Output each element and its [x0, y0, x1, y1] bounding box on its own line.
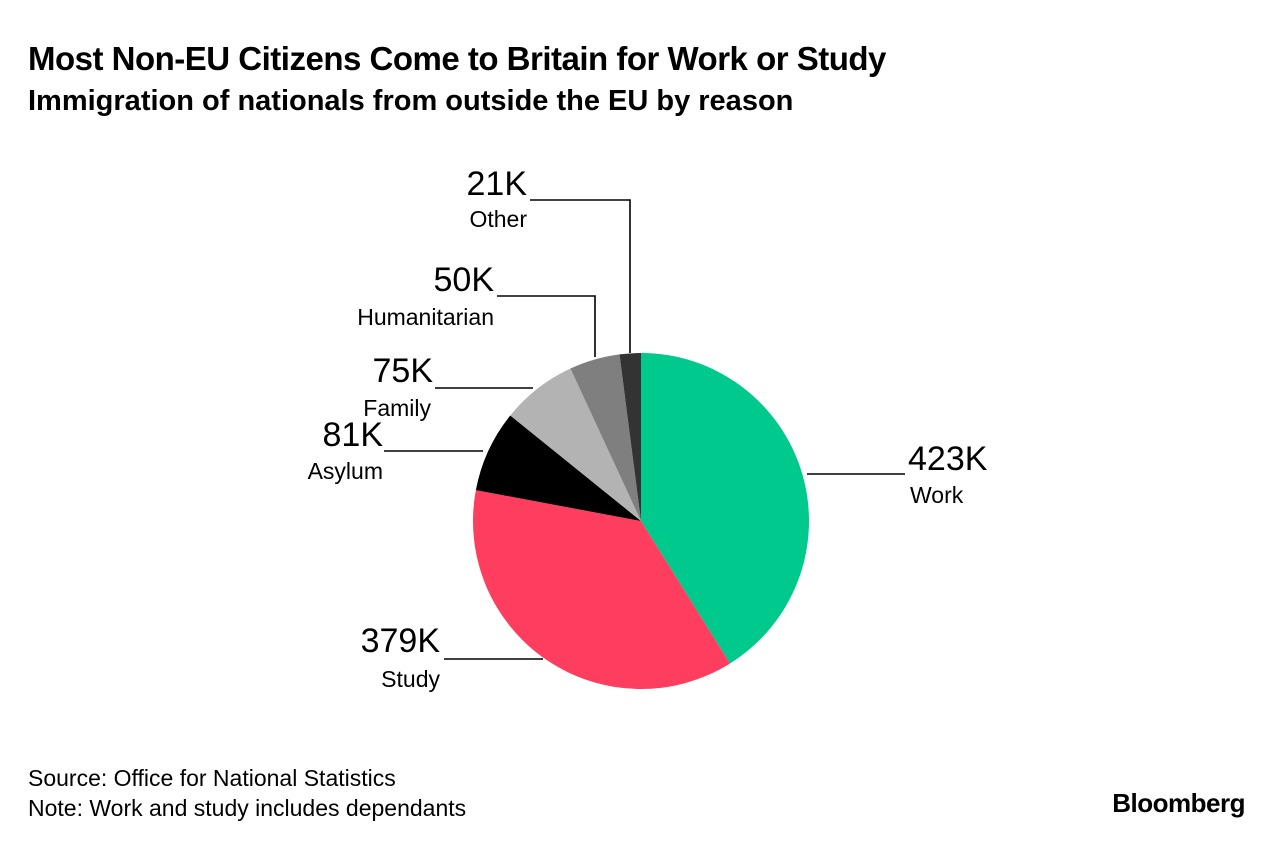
- value-label-study: 379K: [361, 622, 441, 660]
- leader-line-other: [530, 199, 631, 353]
- category-label-study: Study: [381, 666, 440, 692]
- category-label-work: Work: [910, 482, 964, 508]
- pie-slice-study: [473, 490, 731, 690]
- pie-slice-humanitarian: [570, 354, 641, 521]
- value-label-family: 75K: [373, 352, 434, 390]
- value-label-humanitarian: 50K: [434, 261, 495, 299]
- pie-slice-work: [641, 353, 810, 664]
- source-note: Source: Office for National Statistics: [28, 765, 396, 791]
- bloomberg-logo: Bloomberg: [1112, 788, 1245, 818]
- leader-line-humanitarian: [497, 295, 596, 357]
- chart-subtitle: Immigration of nationals from outside th…: [28, 85, 794, 117]
- value-label-asylum: 81K: [323, 416, 384, 454]
- pie-slice-family: [510, 368, 641, 521]
- footnote: Note: Work and study includes dependants: [28, 795, 467, 821]
- category-label-asylum: Asylum: [308, 458, 383, 484]
- pie-slice-asylum: [475, 415, 641, 521]
- category-label-family: Family: [363, 395, 431, 421]
- value-label-work: 423K: [908, 440, 988, 478]
- chart-title: Most Non-EU Citizens Come to Britain for…: [28, 40, 886, 77]
- pie-slice-other: [619, 353, 641, 521]
- value-label-other: 21K: [467, 165, 528, 203]
- category-label-other: Other: [469, 206, 527, 232]
- category-label-humanitarian: Humanitarian: [357, 304, 494, 330]
